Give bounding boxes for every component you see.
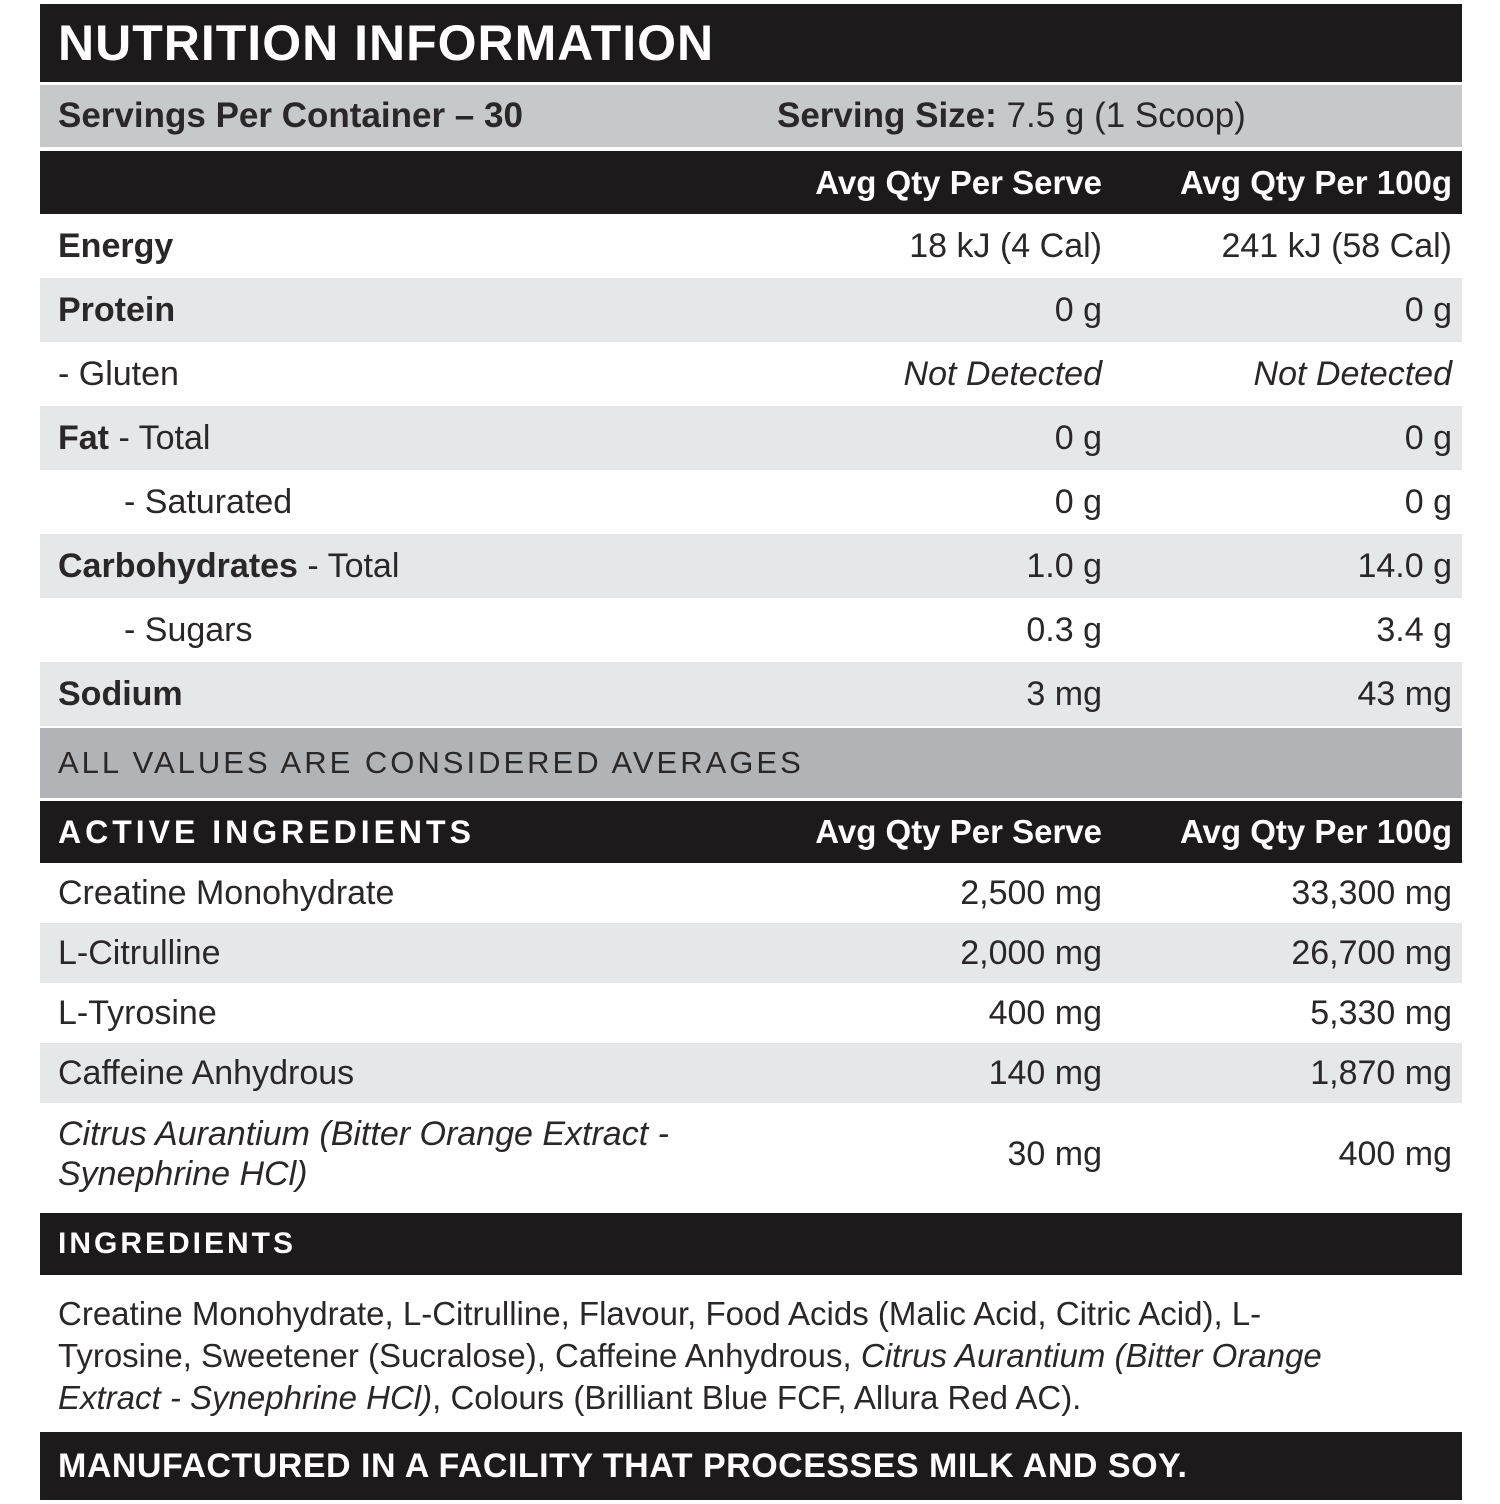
column-header-bar: Avg Qty Per Serve Avg Qty Per 100g xyxy=(40,151,1462,214)
allergen-notice: MANUFACTURED IN A FACILITY THAT PROCESSE… xyxy=(58,1446,1188,1485)
serving-size: Serving Size: 7.5 g (1 Scoop) xyxy=(777,96,1246,136)
ingredients-text-end: , Colours (Brilliant Blue FCF, Allura Re… xyxy=(432,1379,1082,1416)
active-ingredients-header-bar: ACTIVE INGREDIENTS Avg Qty Per Serve Avg… xyxy=(40,801,1462,863)
column-header-per-100g: Avg Qty Per 100g xyxy=(1179,163,1452,201)
value-per-serve: Not Detected xyxy=(903,354,1102,393)
table-row-saturated: - Saturated 0 g 0 g xyxy=(40,470,1462,534)
value-per-serve: 18 kJ (4 Cal) xyxy=(909,226,1102,265)
nutrient-label: Protein xyxy=(40,291,802,330)
ingredient-name: L-Citrulline xyxy=(58,933,221,972)
nutrient-label: - Gluten xyxy=(40,355,802,394)
ingredient-name: Citrus Aurantium (Bitter Orange Extract … xyxy=(40,1114,802,1194)
table-row-tyrosine: L-Tyrosine 400 mg 5,330 mg xyxy=(40,983,1462,1043)
ingredients-paragraph: Creatine Monohydrate, L-Citrulline, Flav… xyxy=(40,1293,1358,1419)
table-row-gluten: - Gluten Not Detected Not Detected xyxy=(40,342,1462,406)
table-row-creatine: Creatine Monohydrate 2,500 mg 33,300 mg xyxy=(40,863,1462,923)
nutrient-label: Carbohydrates - Total xyxy=(40,547,802,586)
value-per-serve: 0 g xyxy=(1054,418,1102,457)
value-per-100g: 241 kJ (58 Cal) xyxy=(1221,226,1452,265)
table-row-citrulline: L-Citrulline 2,000 mg 26,700 mg xyxy=(40,923,1462,983)
ingredient-name-italic: Citrus Aurantium (Bitter Orange Extract … xyxy=(58,1114,669,1193)
table-row-citrus-aurantium: Citrus Aurantium (Bitter Orange Extract … xyxy=(40,1103,1462,1205)
value-per-serve: 2,000 mg xyxy=(960,933,1102,972)
ingredients-text-italic: Citrus Aurantium (Bitter Orange Extract … xyxy=(58,1337,1322,1416)
nutrient-label: Energy xyxy=(40,227,802,266)
value-per-100g: 1,870 mg xyxy=(1310,1053,1452,1092)
value-per-100g: 0 g xyxy=(1404,290,1452,329)
page-title: NUTRITION INFORMATION xyxy=(58,15,715,71)
nutrient-label-bold: Sodium xyxy=(58,674,183,713)
averages-footnote-bar: ALL VALUES ARE CONSIDERED AVERAGES xyxy=(40,728,1462,798)
value-per-serve: 0 g xyxy=(1054,482,1102,521)
value-per-100g: 0 g xyxy=(1404,418,1452,457)
table-row-carbohydrates: Carbohydrates - Total 1.0 g 14.0 g xyxy=(40,534,1462,598)
nutrient-label-bold: Carbohydrates xyxy=(58,546,298,585)
nutrient-label-rest: - Gluten xyxy=(58,354,179,393)
ingredient-name: Creatine Monohydrate xyxy=(58,873,395,912)
nutrient-label-bold: Protein xyxy=(58,290,176,329)
column-header-per-100g: Avg Qty Per 100g xyxy=(1179,813,1452,850)
value-per-100g: 0 g xyxy=(1404,482,1452,521)
value-per-serve: 400 mg xyxy=(988,993,1102,1032)
value-per-100g: 26,700 mg xyxy=(1291,933,1452,972)
value-per-serve: 2,500 mg xyxy=(960,873,1102,912)
allergen-notice-bar: MANUFACTURED IN A FACILITY THAT PROCESSE… xyxy=(40,1432,1462,1500)
nutrient-label-rest: - Saturated xyxy=(124,482,293,521)
table-row-sugars: - Sugars 0.3 g 3.4 g xyxy=(40,598,1462,662)
value-per-serve: 30 mg xyxy=(1007,1134,1103,1173)
value-per-serve: 3 mg xyxy=(1026,674,1102,713)
nutrient-label-rest: - Total xyxy=(109,418,211,457)
value-per-100g: 3.4 g xyxy=(1376,610,1452,649)
nutrient-label-rest: - Sugars xyxy=(124,610,253,649)
serving-info-bar: Servings Per Container – 30 Serving Size… xyxy=(40,85,1462,147)
table-row-energy: Energy 18 kJ (4 Cal) 241 kJ (58 Cal) xyxy=(40,214,1462,278)
active-ingredients-title: ACTIVE INGREDIENTS xyxy=(58,813,475,850)
serving-size-value: 7.5 g (1 Scoop) xyxy=(996,96,1246,135)
averages-footnote: ALL VALUES ARE CONSIDERED AVERAGES xyxy=(58,745,804,780)
title-bar: NUTRITION INFORMATION xyxy=(40,4,1462,82)
nutrient-label-bold: Energy xyxy=(58,226,174,265)
value-per-serve: 1.0 g xyxy=(1026,546,1102,585)
serving-size-label: Serving Size: xyxy=(777,96,997,135)
ingredients-text-start: Creatine Monohydrate, L-Citrulline, Flav… xyxy=(58,1295,1262,1374)
value-per-serve: 0 g xyxy=(1054,290,1102,329)
value-per-serve: 0.3 g xyxy=(1026,610,1102,649)
value-per-100g: 400 mg xyxy=(1338,1134,1452,1173)
nutrient-label: Fat - Total xyxy=(40,419,802,458)
column-header-per-serve: Avg Qty Per Serve xyxy=(815,813,1102,850)
nutrient-label: Sodium xyxy=(40,675,802,714)
nutrient-label: - Sugars xyxy=(40,611,802,650)
value-per-100g: 14.0 g xyxy=(1357,546,1452,585)
value-per-serve: 140 mg xyxy=(988,1053,1102,1092)
ingredients-title: INGREDIENTS xyxy=(58,1227,297,1260)
nutrient-label-rest: - Total xyxy=(297,546,400,585)
value-per-100g: 33,300 mg xyxy=(1291,873,1452,912)
table-row-caffeine: Caffeine Anhydrous 140 mg 1,870 mg xyxy=(40,1043,1462,1103)
ingredient-name: Caffeine Anhydrous xyxy=(58,1053,355,1092)
ingredients-header-bar: INGREDIENTS xyxy=(40,1213,1462,1275)
servings-per-container: Servings Per Container – 30 xyxy=(58,96,523,135)
value-per-100g: Not Detected xyxy=(1253,354,1452,393)
nutrient-label-bold: Fat xyxy=(58,418,109,457)
value-per-100g: 5,330 mg xyxy=(1310,993,1452,1032)
table-row-sodium: Sodium 3 mg 43 mg xyxy=(40,662,1462,726)
value-per-100g: 43 mg xyxy=(1357,674,1453,713)
column-header-per-serve: Avg Qty Per Serve xyxy=(815,163,1102,201)
nutrient-label: - Saturated xyxy=(40,483,802,522)
table-row-protein: Protein 0 g 0 g xyxy=(40,278,1462,342)
ingredient-name: L-Tyrosine xyxy=(58,993,217,1032)
nutrition-label: NUTRITION INFORMATION Servings Per Conta… xyxy=(40,4,1462,1500)
table-row-fat-total: Fat - Total 0 g 0 g xyxy=(40,406,1462,470)
